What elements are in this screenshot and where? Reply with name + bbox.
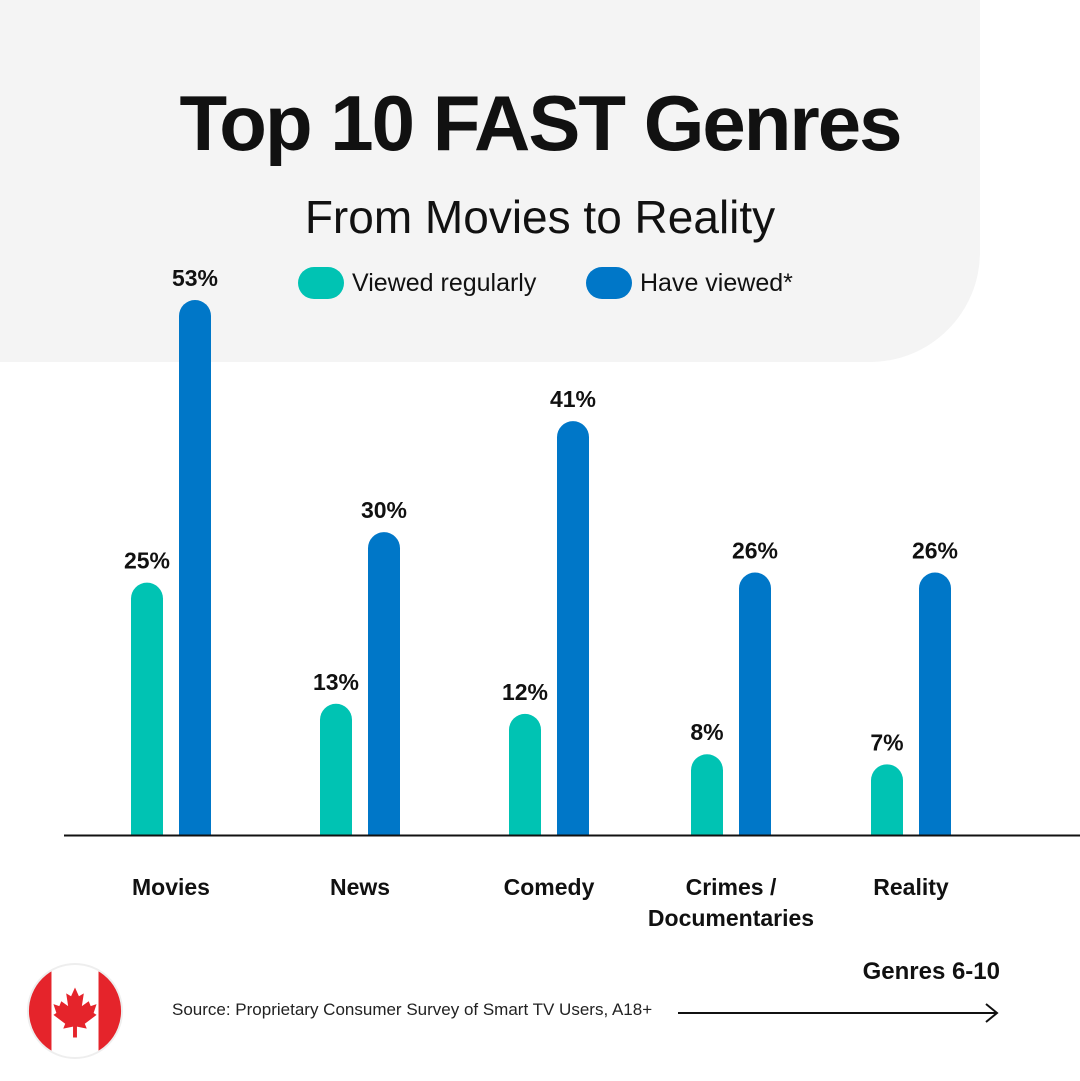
data-label: 8% bbox=[690, 719, 723, 745]
data-label: 7% bbox=[870, 729, 903, 755]
category-label-line: Movies bbox=[132, 874, 210, 900]
bar-viewed-regularly-news bbox=[320, 703, 352, 835]
canada-flag-icon bbox=[26, 962, 124, 1060]
page-title: Top 10 FAST Genres bbox=[179, 79, 902, 167]
category-label-line: Crimes / bbox=[685, 874, 777, 900]
legend-swatch-viewed-regularly bbox=[298, 267, 344, 299]
page-subtitle: From Movies to Reality bbox=[304, 191, 776, 243]
bar-have-viewed-reality bbox=[919, 572, 951, 835]
category-label-line: Comedy bbox=[503, 874, 595, 900]
data-label: 26% bbox=[732, 538, 778, 564]
genres-6-10-link[interactable]: Genres 6-10 bbox=[862, 958, 1000, 985]
bar-have-viewed-movies bbox=[179, 300, 211, 835]
legend-swatch-have-viewed bbox=[586, 267, 632, 299]
data-label: 13% bbox=[313, 669, 359, 695]
data-label: 41% bbox=[550, 386, 596, 412]
bar-have-viewed-crimes-documentaries bbox=[739, 572, 771, 835]
bar-have-viewed-comedy bbox=[557, 421, 589, 835]
legend-label-have-viewed: Have viewed* bbox=[640, 268, 793, 297]
category-label-line: Reality bbox=[873, 874, 949, 900]
category-label: Reality bbox=[801, 872, 1021, 903]
bar-viewed-regularly-comedy bbox=[509, 713, 541, 835]
category-label: Comedy bbox=[439, 872, 659, 903]
bar-viewed-regularly-movies bbox=[131, 582, 163, 835]
data-label: 53% bbox=[172, 265, 218, 291]
bar-have-viewed-news bbox=[368, 532, 400, 835]
data-label: 12% bbox=[502, 679, 548, 705]
category-label: News bbox=[250, 872, 470, 903]
legend-item-viewed-regularly: Viewed regularly bbox=[298, 266, 536, 300]
category-label: Movies bbox=[61, 872, 281, 903]
arrow-right-icon[interactable] bbox=[678, 1001, 1004, 1025]
header-panel bbox=[0, 0, 980, 362]
legend-item-have-viewed: Have viewed* bbox=[586, 266, 793, 300]
category-label: Crimes / Documentaries bbox=[621, 872, 841, 934]
bar-viewed-regularly-reality bbox=[871, 764, 903, 835]
data-label: 25% bbox=[124, 548, 170, 574]
source-note: Source: Proprietary Consumer Survey of S… bbox=[172, 1000, 653, 1019]
bar-viewed-regularly-crimes-documentaries bbox=[691, 754, 723, 835]
data-label: 30% bbox=[361, 497, 407, 523]
legend-label-viewed-regularly: Viewed regularly bbox=[352, 268, 537, 297]
category-label-line: Documentaries bbox=[647, 905, 815, 931]
category-label-line: News bbox=[329, 874, 391, 900]
data-label: 26% bbox=[912, 538, 958, 564]
